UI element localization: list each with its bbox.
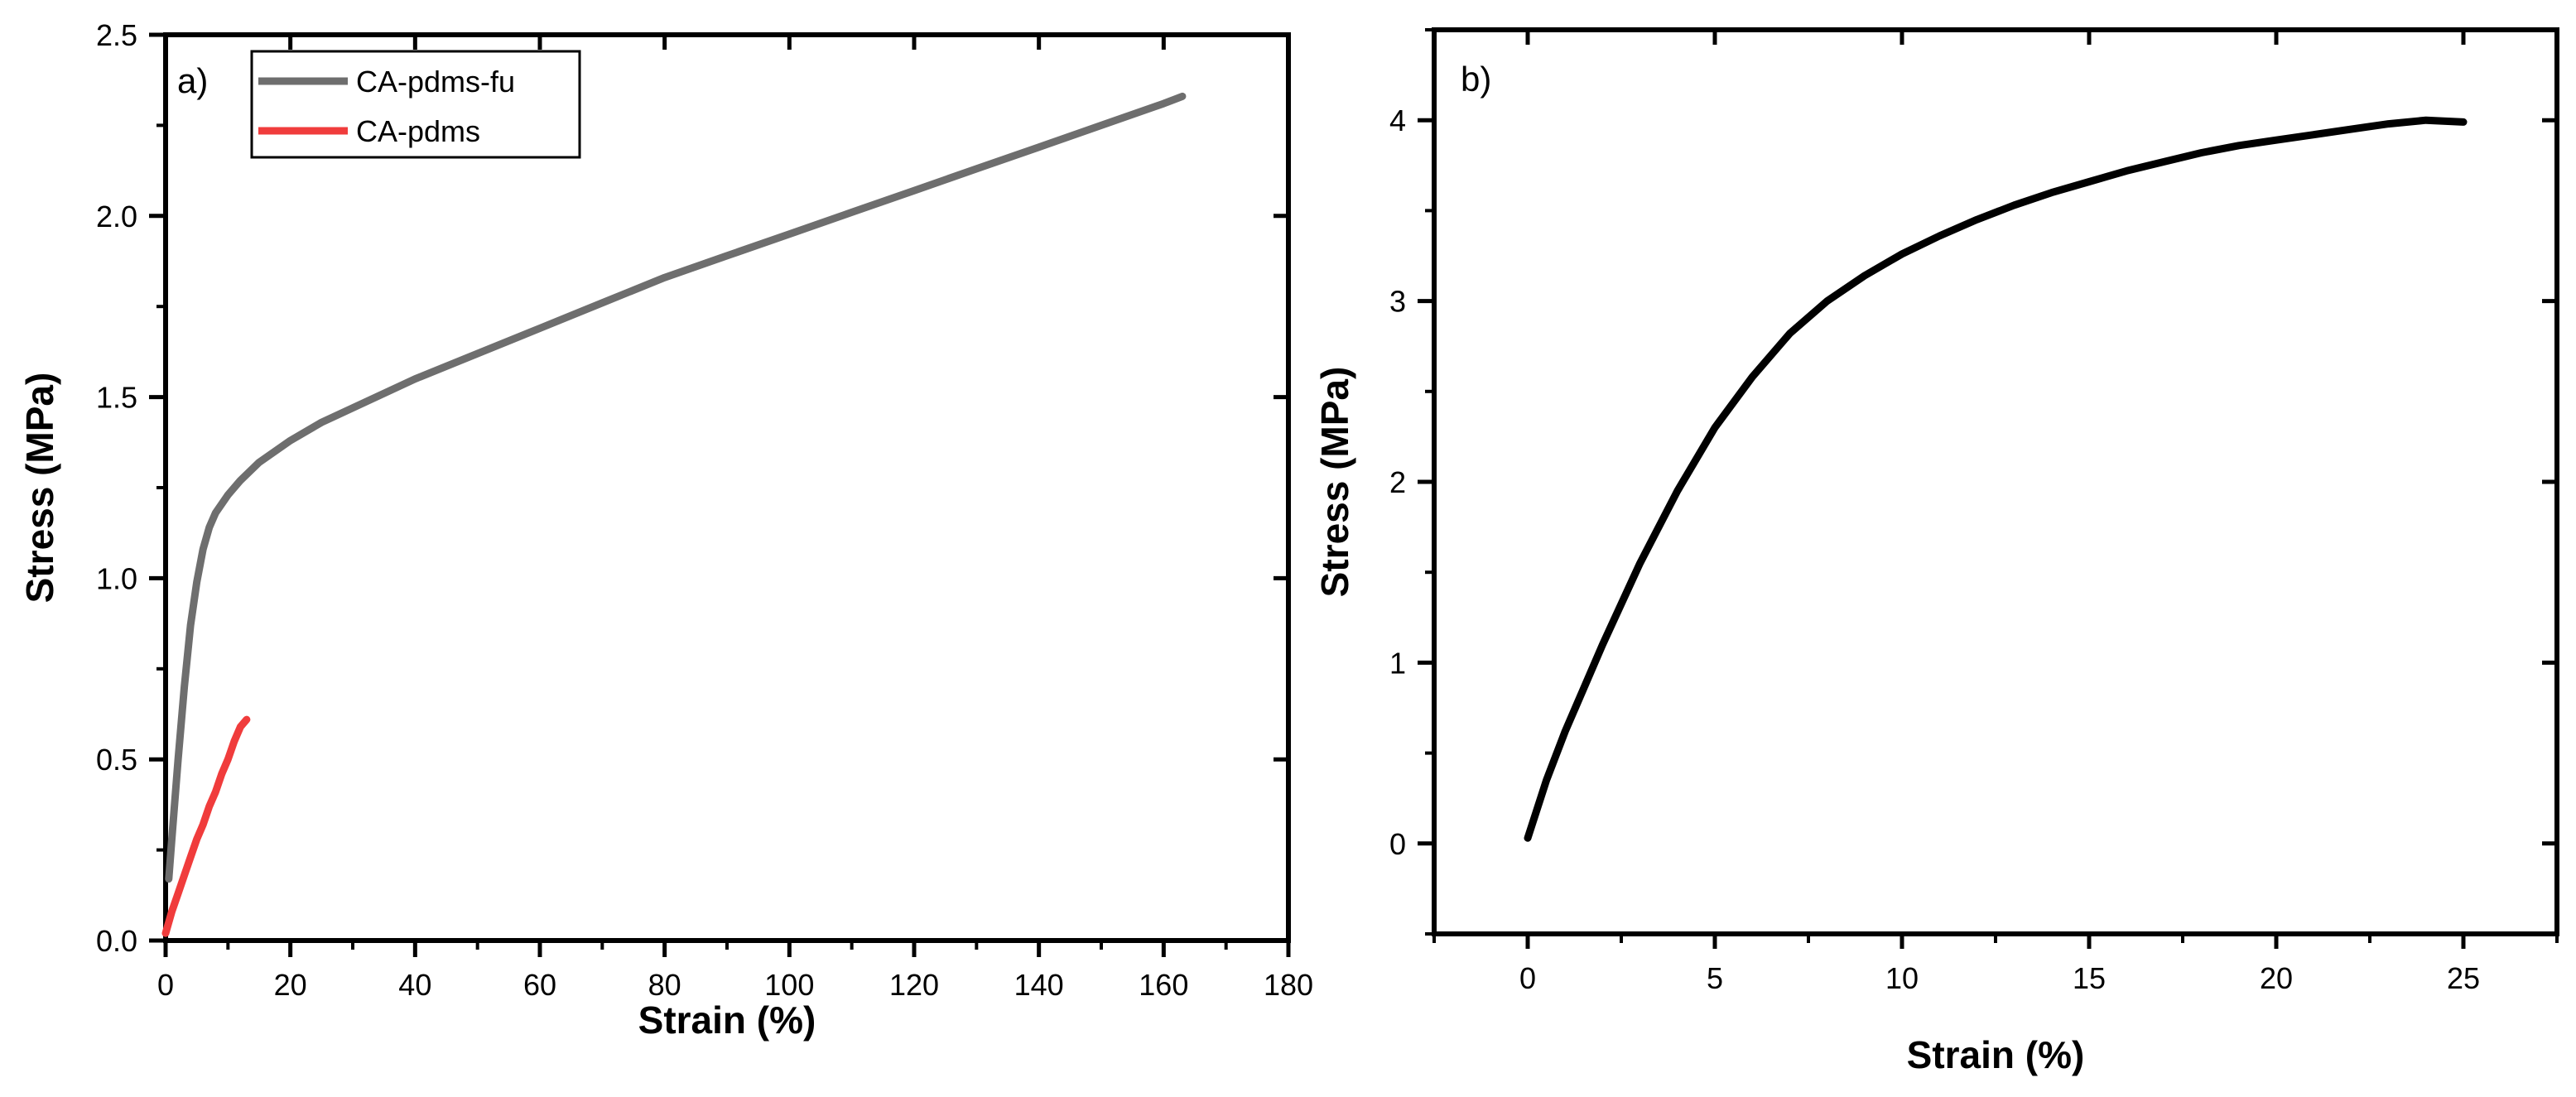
panel-a-chart: 0 20 40 60 80 100 120 140 160 180 0.0 0.5 1.0 1.5 2.0 2… (18, 18, 1313, 1042)
x-tick-label: 100 (764, 968, 814, 1002)
plot-frame (1432, 27, 2559, 936)
series-line-ca-pdms (161, 715, 251, 937)
x-tick-label: 20 (274, 968, 307, 1002)
x-tick-label: 60 (523, 968, 556, 1002)
y-tick-label: 1 (1389, 646, 1406, 680)
panel-b-chart: 0 5 10 15 20 25 0 1 2 3 4 Strain (%) Stress (MPa) b) (1313, 27, 2559, 1076)
series-line-sample (1524, 116, 2468, 842)
x-tick-label: 120 (889, 968, 939, 1002)
x-tick-label: 20 (2260, 961, 2293, 995)
x-axis-title: Strain (%) (638, 998, 816, 1042)
y-tick-label: 0.5 (96, 743, 137, 777)
y-tick-label: 3 (1389, 285, 1406, 319)
y-axis-title: Stress (MPa) (1313, 367, 1356, 598)
plot-frame (163, 32, 1291, 943)
y-axis-title: Stress (MPa) (18, 373, 61, 604)
x-tick-label: 180 (1264, 968, 1313, 1002)
legend-box (250, 50, 581, 159)
y-tick-label: 2.0 (96, 200, 137, 233)
y-tick-label: 0.0 (96, 924, 137, 958)
x-tick-label: 160 (1139, 968, 1188, 1002)
x-tick-label: 80 (648, 968, 681, 1002)
x-tick-label: 15 (2073, 961, 2106, 995)
y-tick-label: 0 (1389, 827, 1406, 861)
y-tick-label: 1.0 (96, 561, 137, 595)
legend-label: CA-pdms-fu (356, 65, 515, 99)
series-line-ca-pdms-fu (165, 92, 1187, 883)
y-tick-label: 4 (1389, 103, 1406, 137)
x-axis-title: Strain (%) (1907, 1033, 2085, 1076)
y-tick-label: 2 (1389, 465, 1406, 499)
y-tick-label: 1.5 (96, 381, 137, 415)
x-tick-label: 140 (1014, 968, 1064, 1002)
x-tick-label: 10 (1885, 961, 1919, 995)
panel-label: a) (177, 61, 208, 100)
x-tick-label: 0 (157, 968, 174, 1002)
x-tick-label: 40 (398, 968, 431, 1002)
legend-label: CA-pdms (356, 114, 480, 148)
y-tick-label: 2.5 (96, 18, 137, 52)
x-tick-label: 5 (1707, 961, 1723, 995)
x-tick-label: 25 (2447, 961, 2480, 995)
panel-label: b) (1461, 60, 1491, 99)
x-tick-label: 0 (1519, 961, 1536, 995)
